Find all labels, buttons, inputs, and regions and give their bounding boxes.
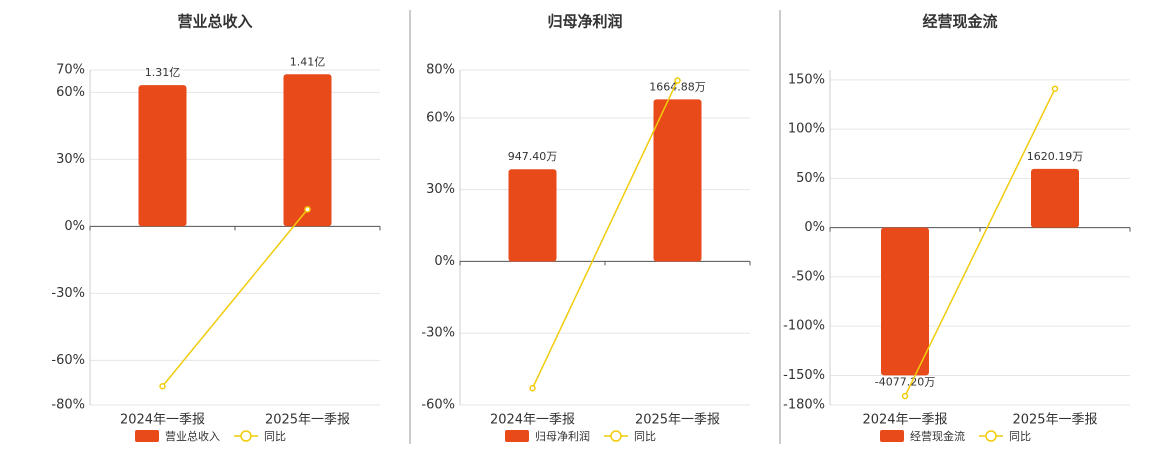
legend-swatch <box>610 430 622 442</box>
legend-swatch <box>985 430 997 442</box>
line-marker <box>1051 85 1059 92</box>
legend-swatch <box>135 430 159 442</box>
y-tick-label: -30% <box>51 286 85 301</box>
y-tick-label: 60% <box>56 85 85 100</box>
legend-swatch <box>240 430 252 442</box>
value-label: 1.31亿 <box>145 66 181 79</box>
x-tick-label: 2025年一季报 <box>265 413 350 428</box>
legend-label: 同比 <box>1009 430 1031 443</box>
y-tick-label: -60% <box>51 353 85 368</box>
value-label: 1664.88万 <box>649 80 706 93</box>
legend-swatch <box>505 430 529 442</box>
y-tick-label: 100% <box>788 122 825 137</box>
y-tick-label: 0% <box>434 254 455 269</box>
line-marker <box>159 382 166 390</box>
chart-title: 经营现金流 <box>922 13 997 31</box>
y-tick-label: 30% <box>426 182 455 197</box>
x-tick-label: 2025年一季报 <box>635 413 720 428</box>
legend-swatch <box>880 430 904 442</box>
y-tick-label: -80% <box>51 398 85 413</box>
line-marker <box>674 77 681 84</box>
bar <box>508 169 557 262</box>
y-tick-label: -30% <box>421 326 455 341</box>
legend-label: 营业总收入 <box>165 429 220 443</box>
value-label: -4077.20万 <box>875 375 935 388</box>
value-label: 1620.19万 <box>1027 150 1084 163</box>
x-tick-label: 2024年一季报 <box>120 413 205 428</box>
y-tick-label: 0% <box>64 219 85 234</box>
y-tick-label: 30% <box>56 152 85 167</box>
bar <box>138 85 187 227</box>
line <box>161 208 309 387</box>
legend-label: 经营现金流 <box>910 429 965 443</box>
line-marker <box>901 392 909 400</box>
y-tick-label: -60% <box>421 398 455 413</box>
x-tick-label: 2024年一季报 <box>490 413 575 428</box>
line-marker <box>304 206 311 213</box>
y-tick-label: -50% <box>791 269 825 284</box>
chart-title: 营业总收入 <box>177 13 252 31</box>
y-tick-label: 0% <box>804 220 825 235</box>
bar <box>653 99 702 262</box>
y-tick-label: -100% <box>783 319 825 334</box>
y-tick-label: 80% <box>426 63 455 78</box>
y-tick-label: -150% <box>783 368 825 383</box>
value-label: 947.40万 <box>508 150 558 163</box>
y-tick-label: 60% <box>426 110 455 125</box>
x-tick-label: 2025年一季报 <box>1012 413 1097 428</box>
line <box>531 80 679 389</box>
x-tick-label: 2024年一季报 <box>862 413 947 428</box>
y-tick-label: 150% <box>788 72 825 87</box>
bar <box>881 227 929 376</box>
value-label: 1.41亿 <box>290 55 326 68</box>
legend-label: 同比 <box>634 430 656 443</box>
bar <box>1031 168 1079 228</box>
chart-title: 归母净利润 <box>547 13 622 31</box>
y-tick-label: 50% <box>796 171 825 186</box>
line <box>904 88 1056 397</box>
y-tick-label: 70% <box>56 63 85 78</box>
legend-label: 归母净利润 <box>535 429 590 443</box>
y-tick-label: -180% <box>783 398 825 413</box>
legend-label: 同比 <box>264 430 286 443</box>
line-marker <box>529 385 536 392</box>
bar <box>283 74 332 227</box>
